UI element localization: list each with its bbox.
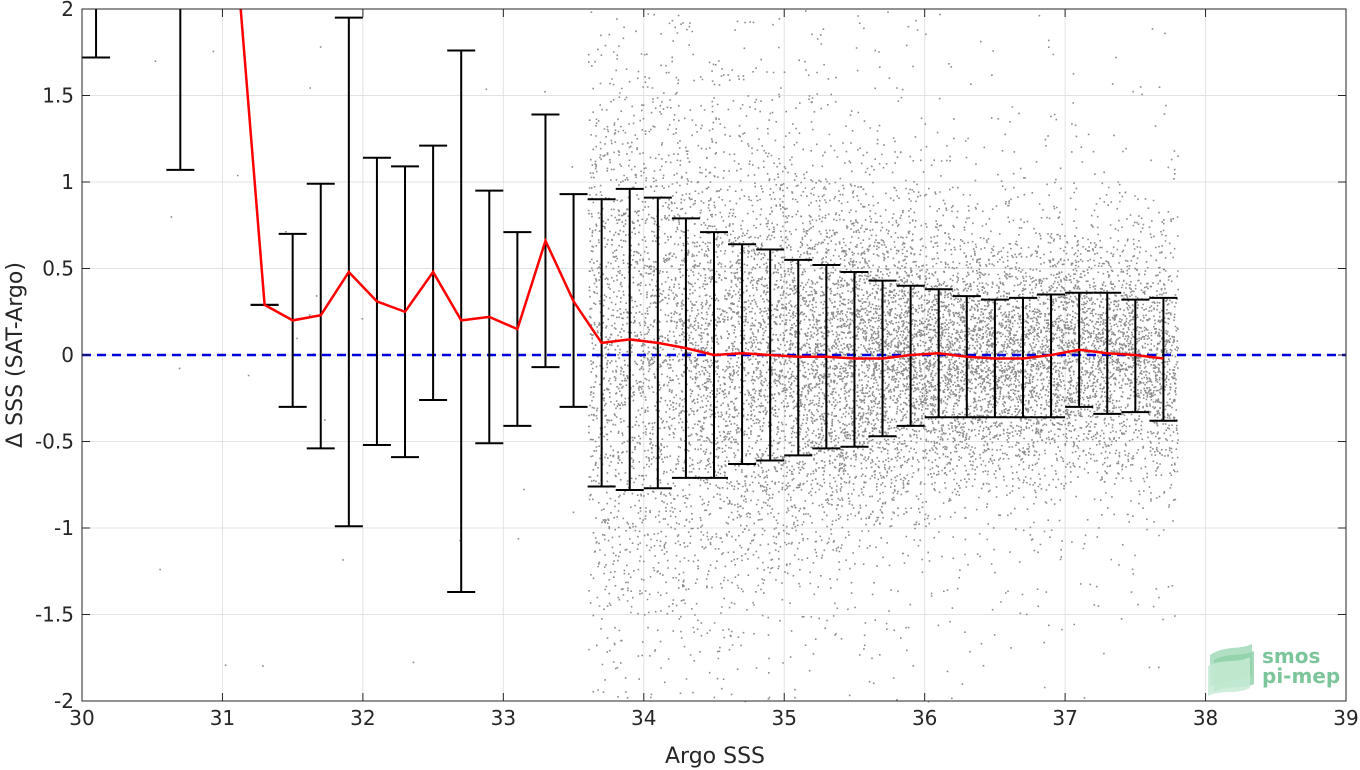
y-tick-label: -2 — [54, 689, 74, 713]
x-tick-label: 34 — [631, 706, 656, 730]
y-tick-label: 2 — [61, 0, 74, 21]
y-axis-label: Δ SSS (SAT-Argo) — [3, 262, 28, 448]
x-axis-ticks: 30 31 32 33 34 35 36 37 38 39 — [69, 9, 1359, 730]
x-tick-label: 32 — [350, 706, 375, 730]
y-tick-label: 1.5 — [42, 84, 74, 108]
y-tick-label: 1 — [61, 170, 74, 194]
x-tick-label: 30 — [69, 706, 94, 730]
x-tick-label: 36 — [912, 706, 937, 730]
y-axis-ticks: -2 -1.5 -1 -0.5 0 0.5 1 1.5 2 — [35, 0, 1346, 713]
error-bars — [82, 9, 1178, 594]
y-tick-label: -1 — [54, 516, 74, 540]
x-axis-label: Argo SSS — [665, 744, 765, 769]
logo-waves-icon — [1208, 644, 1254, 696]
logo-line1: smos — [1262, 644, 1320, 668]
y-tick-label: 0 — [61, 343, 74, 367]
scatter-dots — [154, 10, 1180, 703]
x-tick-label: 33 — [491, 706, 516, 730]
x-tick-label: 35 — [771, 706, 796, 730]
y-tick-label: 0.5 — [42, 257, 74, 281]
scatter-points — [154, 10, 1180, 703]
y-tick-label: -1.5 — [35, 603, 74, 627]
x-tick-label: 39 — [1333, 706, 1358, 730]
x-tick-label: 31 — [210, 706, 235, 730]
x-tick-label: 38 — [1193, 706, 1218, 730]
mean-line — [239, 9, 1164, 360]
smos-pi-mep-logo: smos pi-mep — [1208, 644, 1340, 696]
x-tick-label: 37 — [1052, 706, 1077, 730]
mean-polyline — [239, 9, 1164, 360]
y-tick-label: -0.5 — [35, 430, 74, 454]
logo-line2: pi-mep — [1262, 664, 1340, 688]
